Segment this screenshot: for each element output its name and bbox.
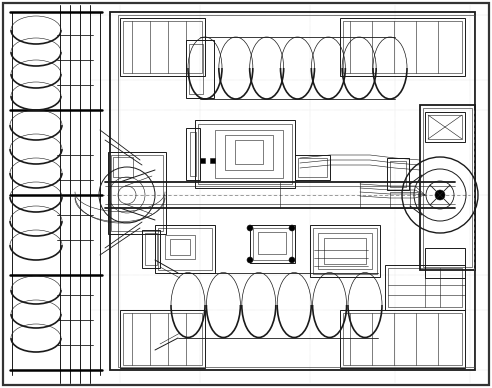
Bar bbox=[113, 157, 133, 177]
Bar bbox=[235, 140, 263, 164]
Bar bbox=[145, 233, 157, 265]
Bar bbox=[120, 18, 205, 76]
Bar bbox=[385, 265, 465, 310]
Bar bbox=[190, 132, 196, 176]
Bar bbox=[387, 158, 409, 190]
Bar bbox=[170, 239, 190, 255]
Bar bbox=[313, 228, 377, 274]
Bar bbox=[253, 228, 292, 260]
Bar bbox=[110, 12, 475, 370]
Circle shape bbox=[289, 257, 295, 263]
Bar bbox=[390, 161, 406, 187]
Bar bbox=[340, 18, 465, 76]
Bar bbox=[250, 225, 295, 263]
Bar bbox=[108, 152, 166, 234]
Bar bbox=[200, 158, 205, 163]
Bar bbox=[420, 105, 475, 270]
Bar bbox=[425, 112, 465, 142]
Circle shape bbox=[247, 225, 253, 231]
Bar bbox=[123, 21, 202, 73]
Bar bbox=[118, 15, 475, 367]
Bar bbox=[295, 155, 330, 180]
Bar bbox=[158, 228, 212, 270]
Bar bbox=[225, 135, 273, 170]
Bar bbox=[123, 313, 202, 365]
Bar bbox=[310, 225, 380, 277]
Bar bbox=[189, 44, 203, 94]
Bar bbox=[258, 232, 286, 254]
Bar bbox=[390, 192, 418, 208]
Bar bbox=[318, 233, 372, 269]
Bar bbox=[120, 310, 205, 368]
Bar bbox=[324, 238, 366, 264]
Bar bbox=[198, 124, 292, 184]
Bar bbox=[111, 155, 163, 231]
Circle shape bbox=[247, 257, 253, 263]
Bar bbox=[343, 313, 462, 365]
Bar bbox=[425, 248, 465, 278]
Bar bbox=[142, 230, 160, 268]
Bar bbox=[388, 268, 462, 307]
Bar bbox=[340, 310, 465, 368]
Bar bbox=[423, 108, 472, 267]
Bar bbox=[186, 128, 200, 180]
Circle shape bbox=[289, 225, 295, 231]
Bar bbox=[186, 40, 214, 98]
Bar bbox=[343, 21, 462, 73]
Bar bbox=[428, 115, 462, 139]
Bar bbox=[215, 130, 283, 178]
Bar bbox=[155, 225, 215, 273]
Bar bbox=[210, 158, 215, 163]
Circle shape bbox=[435, 190, 445, 200]
Bar bbox=[195, 120, 295, 188]
Bar bbox=[298, 158, 327, 177]
Bar bbox=[165, 235, 195, 259]
